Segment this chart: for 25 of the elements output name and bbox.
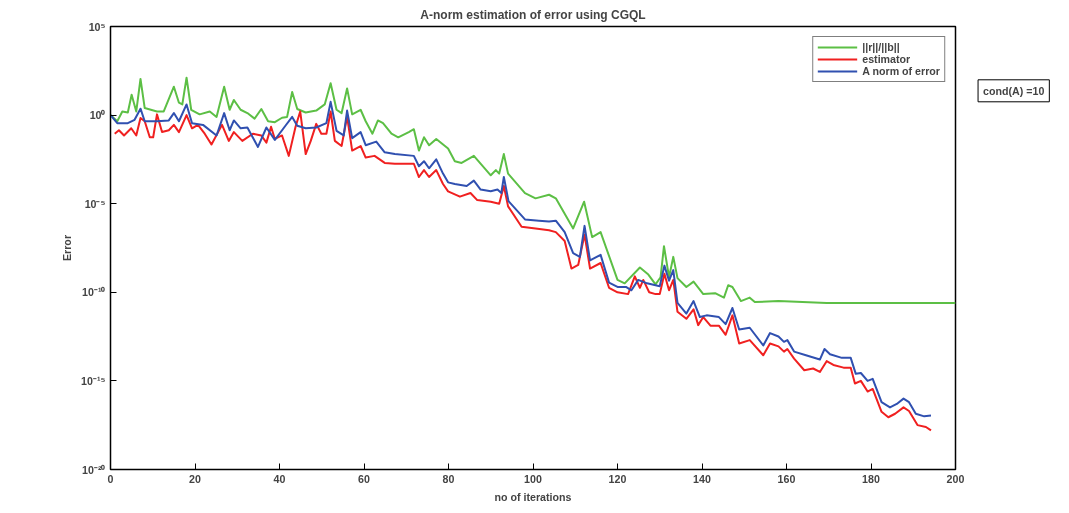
x-tick-label: 100 (524, 472, 542, 485)
x-tick-label: 60 (358, 472, 370, 485)
line-series (110, 76, 956, 304)
y-tick-label: 10⁻¹⁰ (82, 286, 106, 299)
legend-label: ||r||/||b|| (862, 41, 900, 53)
y-tick-label: 10⁵ (88, 20, 106, 33)
x-tick-label: 180 (862, 472, 880, 485)
x-tick-label: 140 (693, 472, 711, 485)
x-tick-label: 80 (442, 472, 455, 485)
x-tick-label: 40 (273, 472, 286, 485)
y-tick-label: 10⁻²⁰ (82, 463, 106, 476)
x-tick-label: 160 (777, 472, 796, 485)
x-tick-label: 20 (189, 472, 201, 485)
y-tick-label: 10⁰ (89, 109, 106, 122)
y-axis-title: Error (61, 234, 74, 262)
x-tick-label: 200 (946, 472, 965, 485)
chart-title: A-norm estimation of error using CGQL (420, 7, 646, 22)
y-tick-label: 10⁻¹⁵ (81, 374, 106, 387)
y-tick-label: 10⁻⁵ (84, 197, 106, 210)
x-tick-label: 0 (107, 472, 114, 485)
x-axis-title: no of iterations (494, 490, 572, 503)
x-tick-label: 120 (608, 472, 627, 485)
legend-label: estimator (862, 53, 911, 65)
text: cond(A) =10 (983, 84, 1045, 97)
legend-label: A norm of error (862, 65, 940, 77)
